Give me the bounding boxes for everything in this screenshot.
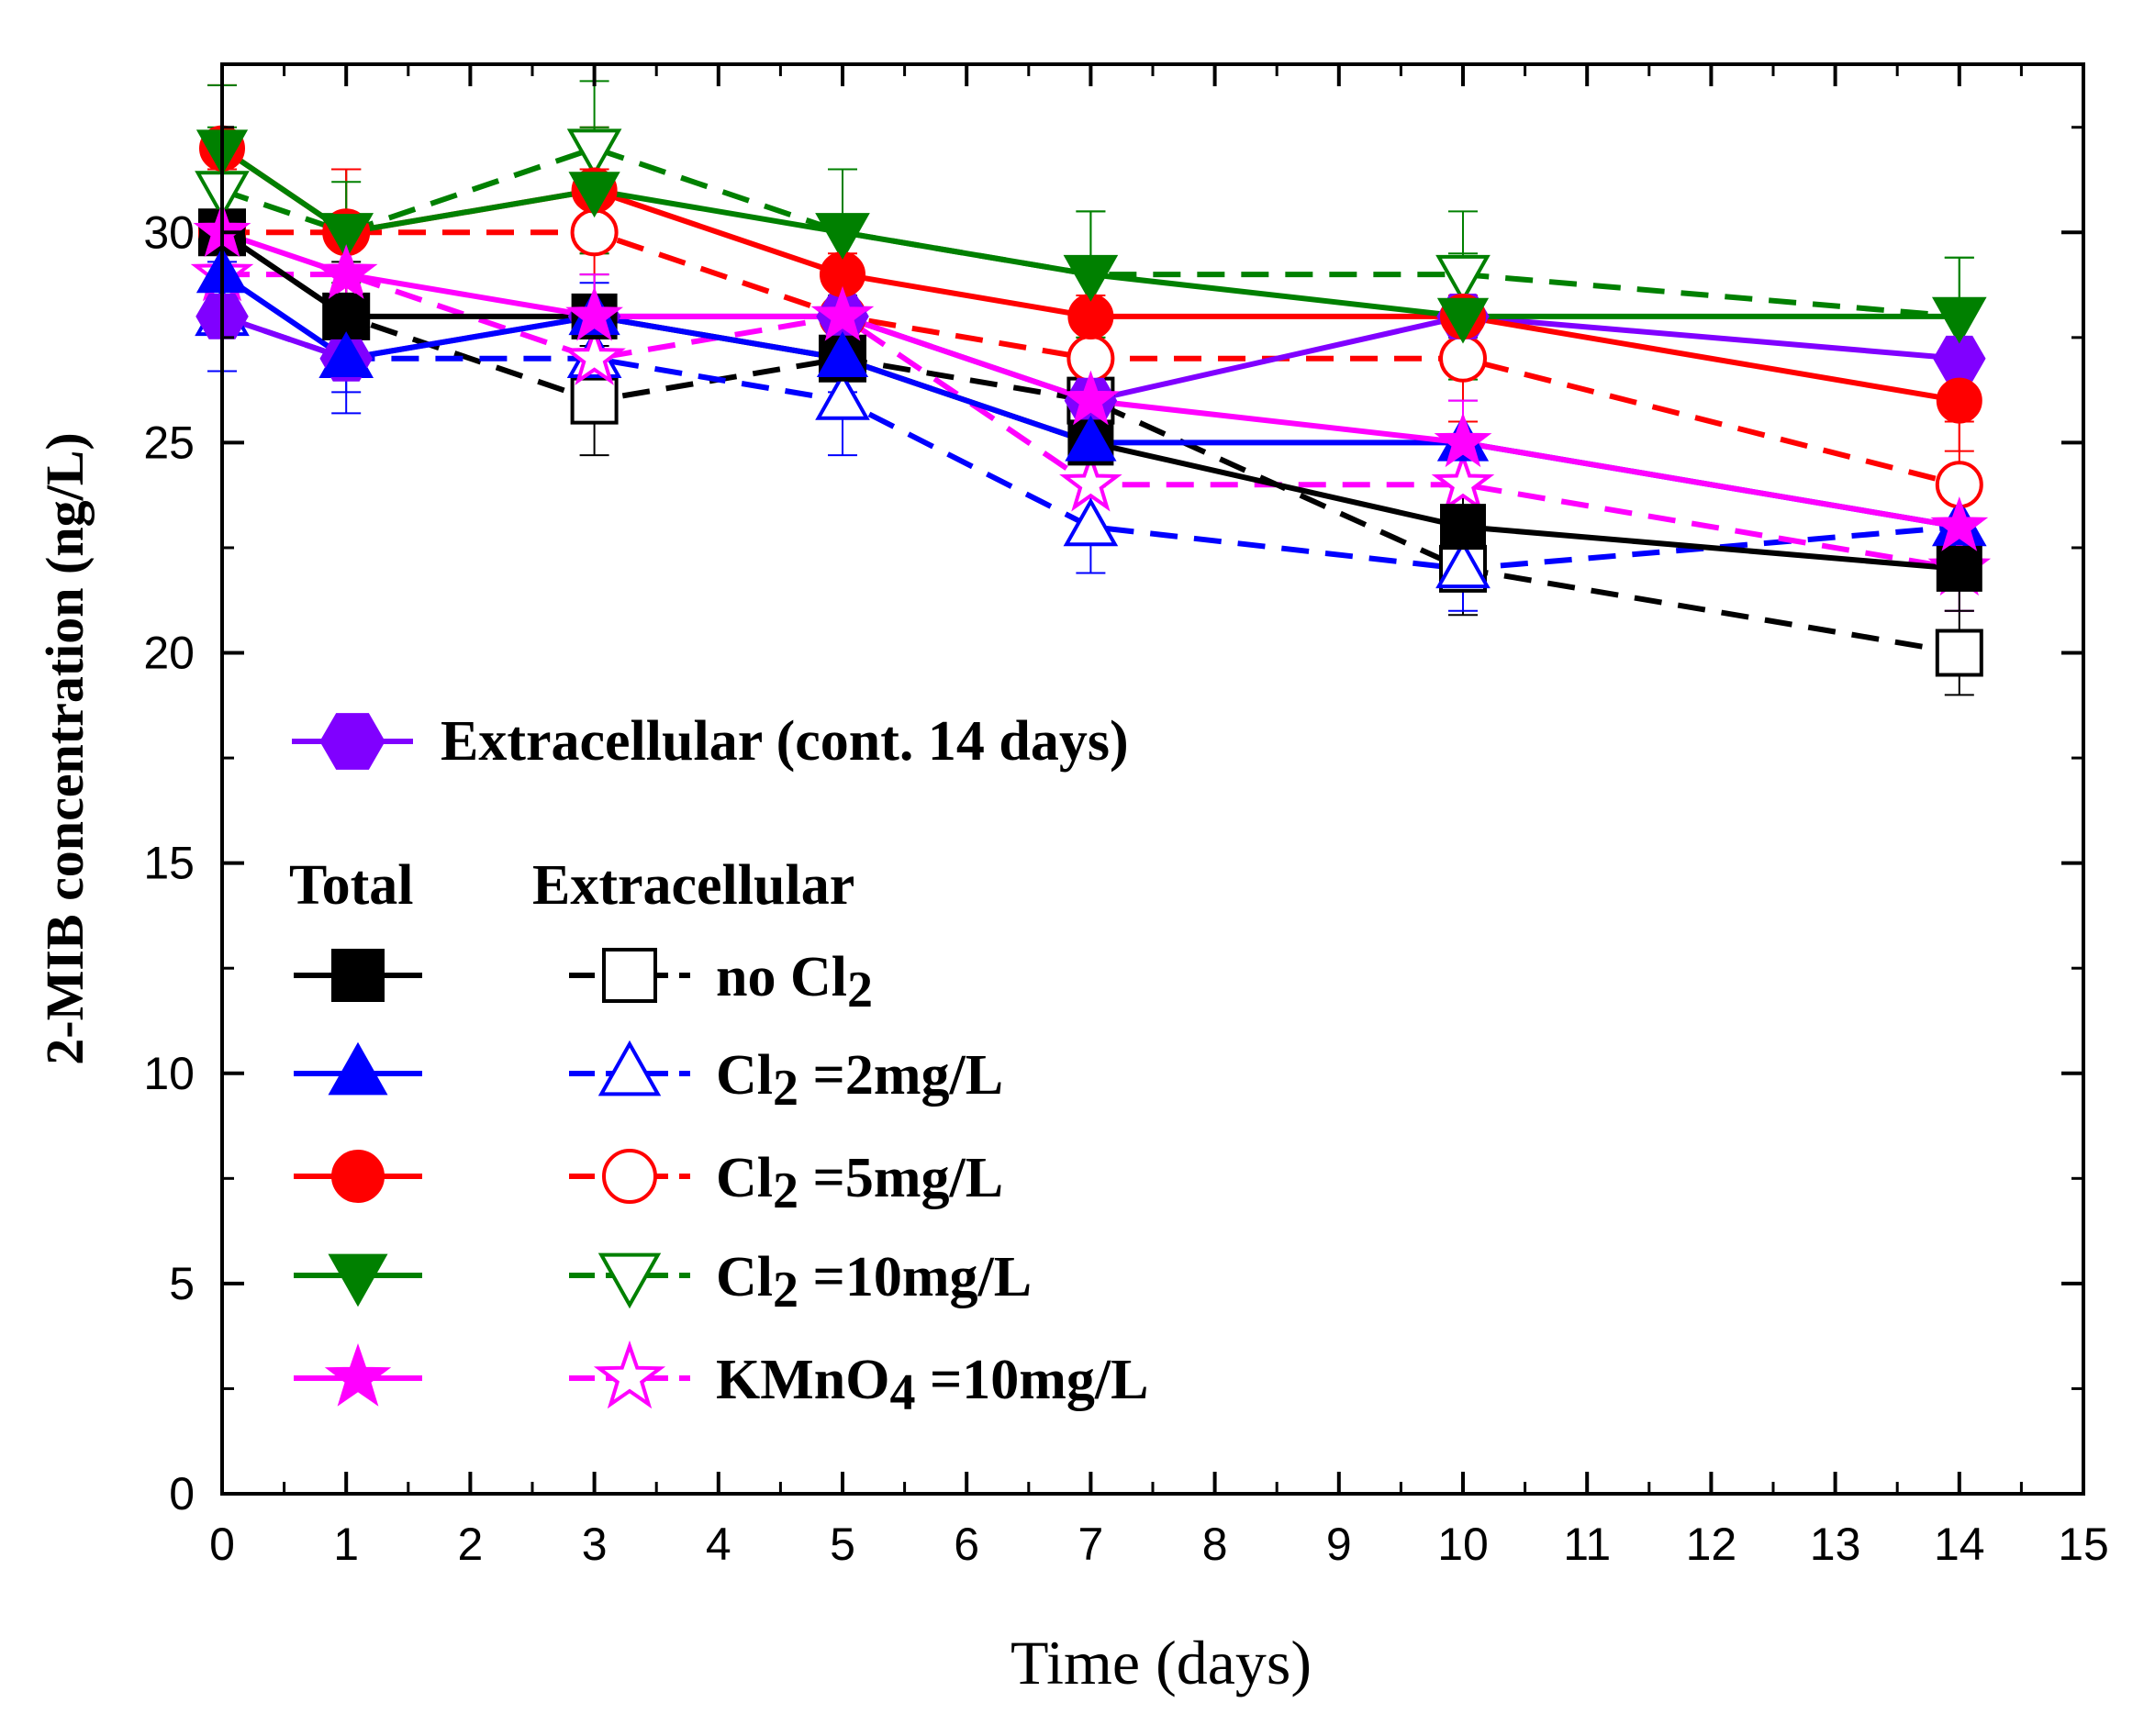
x-tick-label: 8 — [1202, 1519, 1228, 1570]
data-point — [317, 244, 375, 299]
x-tick-label: 10 — [1437, 1519, 1489, 1570]
data-point — [1065, 415, 1117, 462]
data-point — [563, 325, 626, 385]
legend-label: KMnO4 =10mg/L — [716, 1349, 1149, 1421]
legend-header-extracellular: Extracellular — [532, 854, 854, 917]
data-point — [320, 331, 373, 377]
data-point — [1936, 377, 1982, 424]
data-point — [1933, 335, 1986, 382]
legend-marker — [328, 1041, 388, 1096]
data-point — [1431, 451, 1495, 512]
legend-marker — [593, 1340, 666, 1409]
data-point — [1936, 545, 1982, 592]
data-point — [1436, 297, 1490, 344]
x-tick-label: 7 — [1078, 1519, 1103, 1570]
data-point — [1435, 540, 1491, 589]
y-tick-label: 25 — [143, 417, 195, 468]
x-tick-label: 2 — [457, 1519, 483, 1570]
data-point — [565, 285, 623, 341]
legend-header-total: Total — [289, 854, 414, 917]
data-point — [1930, 496, 1989, 551]
y-axis-title: 2-MIB concentration (ng/L) — [35, 432, 95, 1065]
data-point — [320, 214, 373, 260]
x-tick-label: 6 — [954, 1519, 979, 1570]
legend-marker — [324, 1342, 392, 1407]
legend-label: no Cl2 — [716, 946, 873, 1018]
data-point — [1062, 370, 1120, 426]
x-tick-label: 0 — [209, 1519, 235, 1570]
legend-marker — [597, 1040, 662, 1096]
legend-marker — [331, 949, 385, 1002]
x-axis-title: Time (days) — [1011, 1628, 1312, 1697]
data-point — [1059, 451, 1122, 512]
x-tick-label: 4 — [706, 1519, 731, 1570]
x-tick-label: 13 — [1810, 1519, 1861, 1570]
data-point — [1063, 497, 1119, 547]
legend-label: Cl2 =10mg/L — [716, 1246, 1032, 1319]
y-tick-label: 10 — [143, 1048, 195, 1099]
legend-label: Extracellular (cont. 14 days) — [441, 710, 1129, 773]
legend-marker — [597, 1252, 662, 1309]
legend-marker — [328, 1253, 388, 1308]
x-tick-label: 12 — [1686, 1519, 1737, 1570]
data-point — [1065, 255, 1117, 302]
x-tick-label: 11 — [1563, 1519, 1611, 1570]
x-tick-label: 9 — [1326, 1519, 1352, 1570]
data-point — [568, 172, 620, 218]
data-point — [570, 376, 619, 425]
x-tick-label: 5 — [830, 1519, 855, 1570]
y-tick-label: 20 — [143, 628, 195, 679]
data-point — [816, 331, 869, 377]
legend-marker — [331, 1150, 385, 1203]
data-point — [1435, 254, 1491, 304]
data-point — [1434, 412, 1492, 468]
data-point — [1440, 504, 1486, 551]
x-tick-label: 14 — [1934, 1519, 1985, 1570]
data-point — [1933, 297, 1985, 344]
data-point — [1935, 629, 1983, 677]
legend-label: Cl2 =5mg/L — [716, 1147, 1003, 1219]
y-tick-label: 30 — [143, 206, 195, 258]
data-point — [813, 285, 872, 341]
y-tick-label: 0 — [169, 1468, 195, 1519]
data-point — [323, 293, 370, 339]
y-tick-label: 5 — [169, 1258, 195, 1309]
data-point — [816, 214, 869, 260]
x-tick-label: 3 — [582, 1519, 608, 1570]
data-point — [815, 371, 870, 420]
legend-label: Cl2 =2mg/L — [716, 1044, 1003, 1117]
legend-marker — [602, 948, 657, 1003]
data-point — [566, 128, 622, 178]
legend: Extracellular (cont. 14 days) Total Extrac… — [289, 710, 1149, 1421]
x-tick-label: 15 — [2058, 1519, 2109, 1570]
series-markers — [190, 125, 1992, 677]
y-tick-label: 15 — [143, 838, 195, 889]
x-tick-label: 1 — [333, 1519, 359, 1570]
legend-marker — [319, 713, 385, 770]
legend-marker — [602, 1149, 657, 1204]
